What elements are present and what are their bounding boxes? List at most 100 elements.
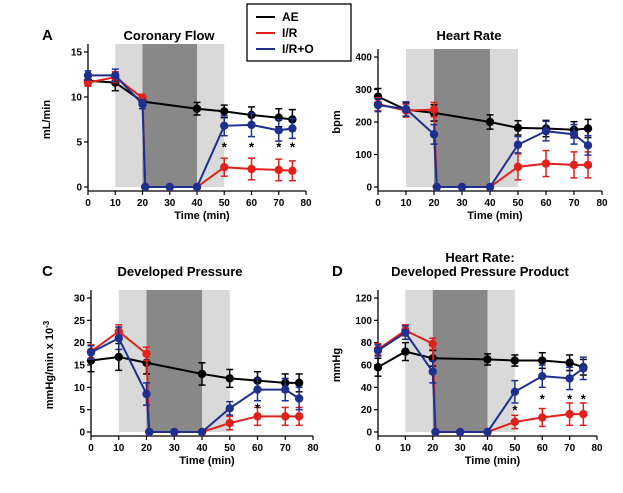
- x-tick-label: 70: [273, 198, 285, 209]
- transition-shade-0: [406, 49, 434, 187]
- data-point-i-r-o: [294, 394, 304, 403]
- x-tick-label: 60: [246, 198, 258, 209]
- data-point-i-r: [569, 160, 579, 170]
- data-point-i-r-o: [142, 389, 151, 399]
- data-point-ae: [401, 347, 410, 356]
- y-tick-label: 200: [355, 118, 372, 129]
- x-tick-label: 80: [307, 443, 319, 454]
- y-tick-label: 10: [74, 383, 86, 394]
- y-tick-label: 5: [79, 405, 85, 416]
- y-tick-label: 100: [355, 150, 372, 161]
- data-point-i-r: [429, 105, 439, 114]
- series-i-r-o: [373, 325, 588, 437]
- x-tick-label: 0: [375, 443, 381, 454]
- data-point-i-r-o: [114, 334, 123, 343]
- series-i-r-o: [86, 326, 304, 437]
- y-tick-label: 15: [71, 48, 83, 59]
- x-axis-label: Time (min): [174, 210, 230, 222]
- panel-title: Heart Rate: [436, 28, 501, 43]
- y-tick-label: 0: [366, 428, 372, 439]
- y-tick-label: 120: [355, 294, 372, 305]
- data-point-i-r-o: [170, 427, 179, 437]
- x-tick-label: 60: [252, 443, 264, 454]
- data-point-ae: [192, 104, 202, 113]
- data-point-i-r-o: [541, 126, 551, 136]
- x-tick-label: 80: [591, 443, 603, 454]
- panel-letter: C: [42, 263, 53, 280]
- data-point-ae: [220, 107, 229, 116]
- data-point-ae: [197, 369, 207, 379]
- x-tick-label: 20: [141, 443, 153, 454]
- significance-star: *: [512, 403, 518, 418]
- x-tick-label: 40: [191, 198, 203, 209]
- data-point-ae: [483, 355, 492, 364]
- data-point-ae: [538, 356, 547, 365]
- data-point-i-r: [428, 339, 437, 348]
- data-point-ae: [294, 378, 304, 388]
- data-point-i-r: [513, 162, 523, 172]
- x-tick-label: 0: [88, 443, 94, 454]
- significance-star: *: [276, 140, 282, 155]
- x-axis-label: Time (min): [465, 455, 521, 467]
- series-line-ae: [87, 79, 293, 121]
- y-tick-label: 0: [79, 428, 85, 439]
- x-tick-label: 30: [455, 443, 467, 454]
- data-point-ae: [485, 117, 495, 127]
- data-point-i-r: [294, 412, 304, 421]
- significance-star: *: [581, 392, 587, 407]
- y-axis-label: mmHg/min x 10-3: [42, 320, 56, 409]
- data-point-i-r: [538, 413, 547, 422]
- data-point-i-r-o: [401, 328, 410, 337]
- data-point-i-r-o: [538, 371, 547, 381]
- data-point-i-r-o: [247, 120, 256, 130]
- significance-star: *: [290, 140, 296, 155]
- series-line-ae: [377, 350, 584, 369]
- y-tick-label: 30: [74, 294, 86, 305]
- chart-panel-b: BHeart Rate01002003004000102030405060708…: [331, 27, 608, 222]
- data-point-i-r-o: [138, 100, 147, 109]
- series-line-i-r-o: [377, 331, 584, 433]
- x-tick-label: 60: [537, 443, 549, 454]
- x-tick-label: 20: [428, 198, 440, 209]
- data-point-i-r: [288, 166, 297, 175]
- data-point-i-r: [510, 417, 520, 427]
- x-tick-label: 40: [482, 443, 494, 454]
- data-point-i-r-o: [579, 364, 588, 373]
- data-point-ae: [114, 352, 123, 362]
- transition-shade-0: [405, 290, 433, 432]
- x-tick-label: 0: [375, 198, 381, 209]
- data-point-i-r-o: [220, 121, 229, 130]
- panel-letter: A: [42, 27, 53, 44]
- chart-panel-c: C Developed Pressure 0 5 10 15 20 25 30 0 10 20 30 40…: [42, 263, 319, 467]
- transition-shade-0: [115, 44, 143, 187]
- data-point-i-r-o: [428, 367, 437, 376]
- data-point-i-r: [253, 412, 262, 421]
- x-tick-label: 30: [456, 198, 468, 209]
- x-tick-label: 50: [219, 198, 231, 209]
- data-point-i-r: [565, 409, 574, 419]
- data-point-i-r-o: [510, 387, 520, 396]
- ischemia-shade-1: [142, 44, 197, 187]
- x-tick-label: 10: [113, 443, 125, 454]
- significance-star: *: [249, 140, 255, 155]
- data-point-ae: [373, 363, 383, 372]
- data-point-i-r: [541, 159, 551, 168]
- transition-shade-2: [202, 290, 230, 432]
- transition-shade-2: [197, 44, 225, 187]
- data-point-ae: [513, 123, 523, 133]
- y-tick-label: 80: [361, 338, 373, 349]
- x-tick-label: 50: [224, 443, 236, 454]
- data-point-i-r-o: [583, 141, 593, 150]
- y-tick-label: 300: [355, 85, 372, 96]
- y-tick-label: 0: [76, 183, 82, 194]
- y-tick-label: 15: [74, 361, 86, 372]
- data-point-i-r-o: [457, 182, 467, 192]
- y-axis-label: mmHg: [331, 348, 343, 382]
- x-tick-label: 70: [568, 198, 580, 209]
- y-axis-label: mL/min: [41, 100, 53, 139]
- x-tick-label: 60: [540, 198, 552, 209]
- series-i-r-o: [373, 97, 593, 192]
- data-point-i-r: [274, 165, 283, 175]
- y-axis-label: bpm: [331, 110, 343, 133]
- data-point-i-r-o: [565, 374, 574, 383]
